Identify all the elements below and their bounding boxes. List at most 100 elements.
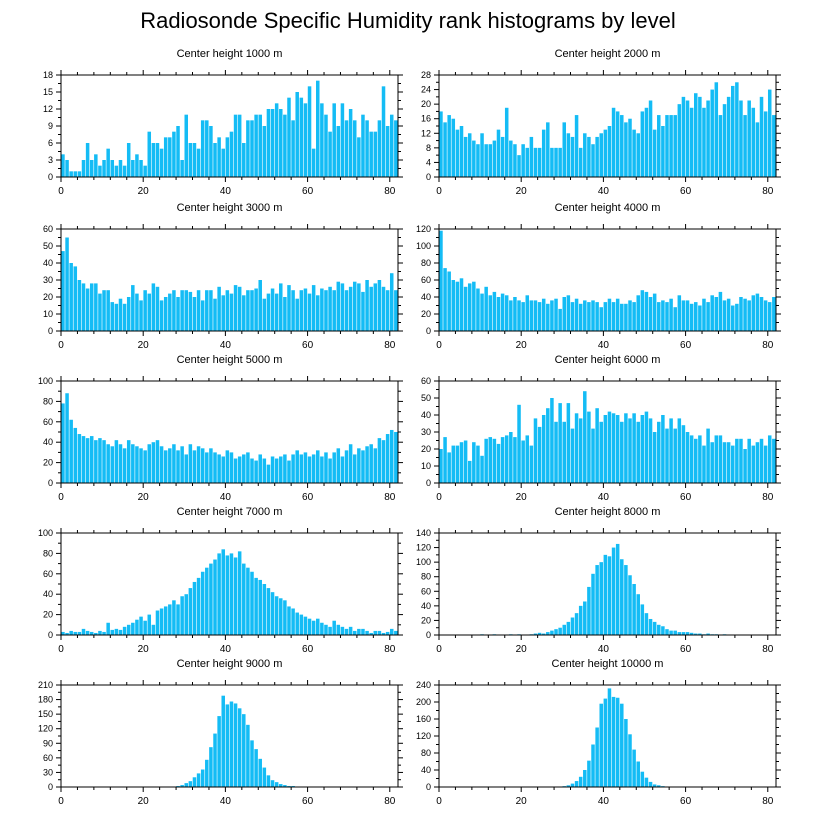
histogram-bar [492, 438, 497, 483]
x-tick-label: 20 [516, 340, 528, 351]
histogram-bar [381, 86, 386, 177]
histogram-bar [591, 144, 595, 177]
histogram-bar [599, 703, 603, 787]
histogram-bar [603, 554, 608, 635]
y-tick-label: 0 [426, 478, 431, 488]
x-tick-label: 40 [598, 796, 610, 807]
x-tick-label: 20 [516, 186, 528, 197]
x-tick-label: 40 [598, 186, 610, 197]
histogram-bar [718, 115, 723, 177]
histogram-bar [332, 620, 336, 635]
histogram-bar [677, 418, 682, 483]
x-tick-label: 80 [384, 186, 396, 197]
histogram-bar [61, 631, 65, 635]
histogram-bar [250, 571, 254, 635]
histogram-bar [168, 604, 172, 635]
histogram-bar [632, 749, 636, 787]
histogram-bar [578, 303, 583, 331]
histogram-bar [287, 97, 291, 177]
histogram-bar [163, 297, 168, 331]
histogram-bar [316, 450, 320, 483]
histogram-bar [603, 302, 608, 331]
histogram-bar [689, 632, 694, 635]
histogram-bar [583, 391, 587, 483]
histogram-bar [200, 571, 205, 635]
histogram-bar [681, 96, 686, 177]
histogram-bar [307, 293, 312, 331]
histogram-bar [94, 283, 98, 331]
histogram-bar [196, 290, 201, 331]
y-tick-label: 28 [421, 70, 431, 80]
histogram-bar [492, 291, 497, 331]
histogram-bar [751, 445, 756, 483]
histogram-bar [242, 714, 246, 787]
histogram-bar [739, 100, 743, 177]
histogram-bar [81, 628, 86, 635]
histogram-bar [591, 300, 595, 331]
histogram-bar [250, 120, 254, 177]
histogram-bar [669, 630, 673, 635]
x-tick-label: 80 [384, 492, 396, 503]
histogram-bar [652, 432, 657, 483]
histogram-bar [739, 438, 743, 483]
histogram-bar [320, 103, 324, 177]
histogram-bar [521, 440, 525, 483]
histogram-bar [159, 446, 164, 483]
histogram-bar [603, 698, 608, 787]
histogram-bar [587, 760, 591, 787]
x-tick-label: 40 [220, 492, 232, 503]
histogram-bar [648, 781, 653, 787]
y-tick-label: 20 [43, 610, 53, 620]
histogram-bar [122, 165, 127, 177]
histogram-bar [669, 115, 673, 177]
x-tick-label: 80 [762, 492, 774, 503]
histogram-bar [607, 688, 612, 787]
histogram-bar [316, 618, 320, 635]
y-tick-label: 60 [43, 569, 53, 579]
histogram-bar [118, 444, 123, 483]
y-tick-label: 18 [43, 70, 53, 80]
histogram-bar [221, 295, 225, 331]
histogram-bar [599, 133, 603, 177]
histogram-bar [233, 557, 238, 635]
x-tick-label: 0 [58, 492, 64, 503]
y-tick-label: 10 [421, 461, 431, 471]
histogram-bar [702, 298, 706, 331]
histogram-bar [488, 144, 493, 177]
histogram-bar [320, 456, 324, 483]
histogram-bar [242, 563, 246, 635]
histogram-bar [328, 131, 332, 177]
histogram-bar [188, 588, 193, 635]
histogram-bar [570, 617, 575, 635]
histogram-bar [233, 114, 238, 177]
histogram-bar [578, 605, 583, 635]
y-tick-label: 120 [416, 543, 431, 553]
histogram-bar [615, 111, 620, 177]
histogram-bar [118, 160, 123, 177]
histogram-bar [61, 154, 65, 177]
histogram-bar [546, 632, 550, 635]
histogram-bar [332, 452, 336, 483]
histogram-bar [172, 444, 176, 483]
histogram-bar [274, 458, 279, 483]
histogram-bar [685, 432, 690, 483]
histogram-bar [102, 631, 106, 635]
panel-5: Center height 5000 m 0 20 40 60 80 0 20 40 60 80 10… [38, 354, 403, 503]
panel-subtitle: Center height 2000 m [555, 48, 661, 60]
histogram-bar [722, 442, 727, 483]
histogram-bar [546, 408, 550, 483]
histogram-bar [763, 445, 768, 483]
y-tick-label: 0 [426, 326, 431, 336]
histogram-bar [159, 148, 164, 177]
histogram-bar [258, 280, 262, 331]
histogram-bar [118, 298, 123, 331]
histogram-bar [611, 696, 616, 787]
y-tick-label: 0 [426, 172, 431, 182]
histogram-bar [336, 448, 341, 483]
histogram-bar [509, 140, 513, 177]
histogram-bar [583, 133, 587, 177]
histogram-bar [196, 773, 201, 787]
y-tick-label: 20 [421, 99, 431, 109]
histogram-bar [126, 297, 131, 331]
histogram-bar [513, 144, 517, 177]
